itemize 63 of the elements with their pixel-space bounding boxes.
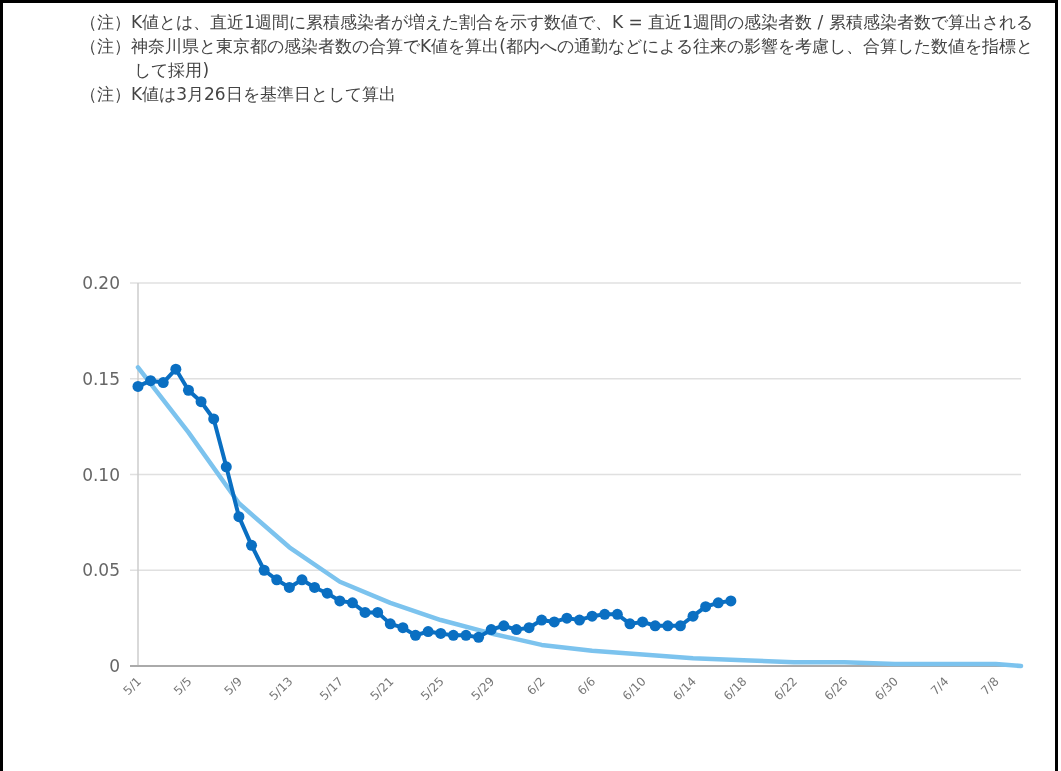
point [460, 629, 472, 641]
point [170, 363, 182, 375]
point [498, 620, 510, 632]
point [346, 597, 358, 609]
point [536, 614, 548, 626]
point [220, 461, 232, 473]
point [700, 601, 712, 613]
point [132, 380, 144, 392]
y-tick-label: 0.05 [82, 560, 120, 581]
point [182, 384, 194, 396]
point [624, 618, 636, 630]
y-tick-label: 0.10 [82, 464, 120, 485]
point [561, 612, 573, 624]
point [246, 539, 258, 551]
x-tick-label: 5/9 [221, 674, 246, 698]
point [145, 375, 157, 387]
point [157, 377, 169, 389]
x-tick-label: 6/6 [574, 674, 599, 698]
point [674, 620, 686, 632]
point [712, 597, 724, 609]
point [195, 396, 207, 408]
point [372, 606, 384, 618]
point [599, 608, 611, 620]
point [334, 595, 346, 607]
point [359, 606, 371, 618]
x-tick-label: 5/5 [171, 674, 195, 698]
point [725, 595, 737, 607]
y-tick-label: 0.20 [82, 273, 120, 293]
point [208, 413, 220, 425]
y-tick-label: 0.15 [82, 368, 120, 389]
point [384, 618, 396, 630]
point [296, 574, 308, 586]
point [447, 629, 459, 641]
text: （注）神奈川県と東京都の感染者数の合算でK値を算出(都内への通勤などによる往来の影響を考慮し、合算した数値を指標として採用) [80, 35, 1034, 82]
point [321, 587, 333, 599]
point [611, 608, 623, 620]
point [473, 631, 485, 643]
point [637, 616, 649, 628]
point [233, 511, 245, 523]
point [586, 610, 598, 622]
point [687, 610, 699, 622]
point [523, 622, 535, 634]
point [397, 622, 409, 634]
x-tick-label: 5/1 [120, 674, 145, 698]
point [422, 626, 434, 638]
point [662, 620, 674, 632]
point [485, 624, 497, 636]
point [410, 629, 422, 641]
x-tick-label: 7/8 [978, 674, 1002, 698]
point [271, 574, 283, 586]
point [574, 614, 585, 626]
text: （注）K値は3月26日を基準日として算出 [80, 83, 397, 106]
point [510, 624, 522, 636]
point [548, 616, 560, 628]
point [649, 620, 661, 632]
x-tick-label: 7/4 [927, 674, 952, 698]
text: （注）K値とは、直近1週間に累積感染者が増えた割合を示す数値で、K = 直近1週間の感染者数 / 累積感染者数で算出される [80, 11, 1034, 34]
point [435, 627, 447, 639]
y-tick-label: 0 [109, 656, 120, 676]
point [309, 581, 321, 593]
point [283, 581, 295, 593]
x-tick-label: 6/2 [524, 674, 548, 698]
point [258, 564, 270, 576]
